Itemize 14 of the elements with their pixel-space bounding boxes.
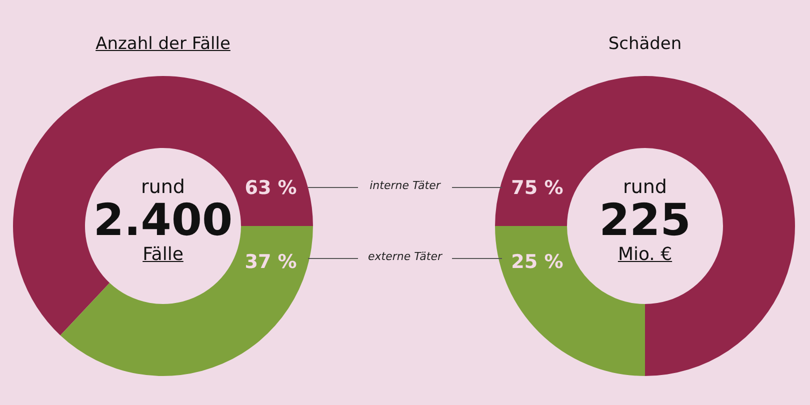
slice-label: interne Täter	[368, 179, 442, 192]
text: 2.400	[93, 195, 233, 246]
data-label: 25 %	[511, 251, 564, 274]
data-label: 37 %	[244, 251, 297, 274]
text: 225	[598, 195, 692, 246]
text: Fälle	[142, 244, 184, 265]
slice-label: externe Täter	[366, 250, 444, 263]
chart-title: Schäden	[607, 34, 683, 54]
data-label: 75 %	[511, 176, 564, 199]
text: rund	[140, 176, 186, 198]
text: Mio. €	[616, 244, 674, 265]
text: rund	[622, 176, 668, 198]
chart-title: Anzahl der Fälle	[94, 34, 232, 54]
data-label: 63 %	[244, 176, 297, 199]
